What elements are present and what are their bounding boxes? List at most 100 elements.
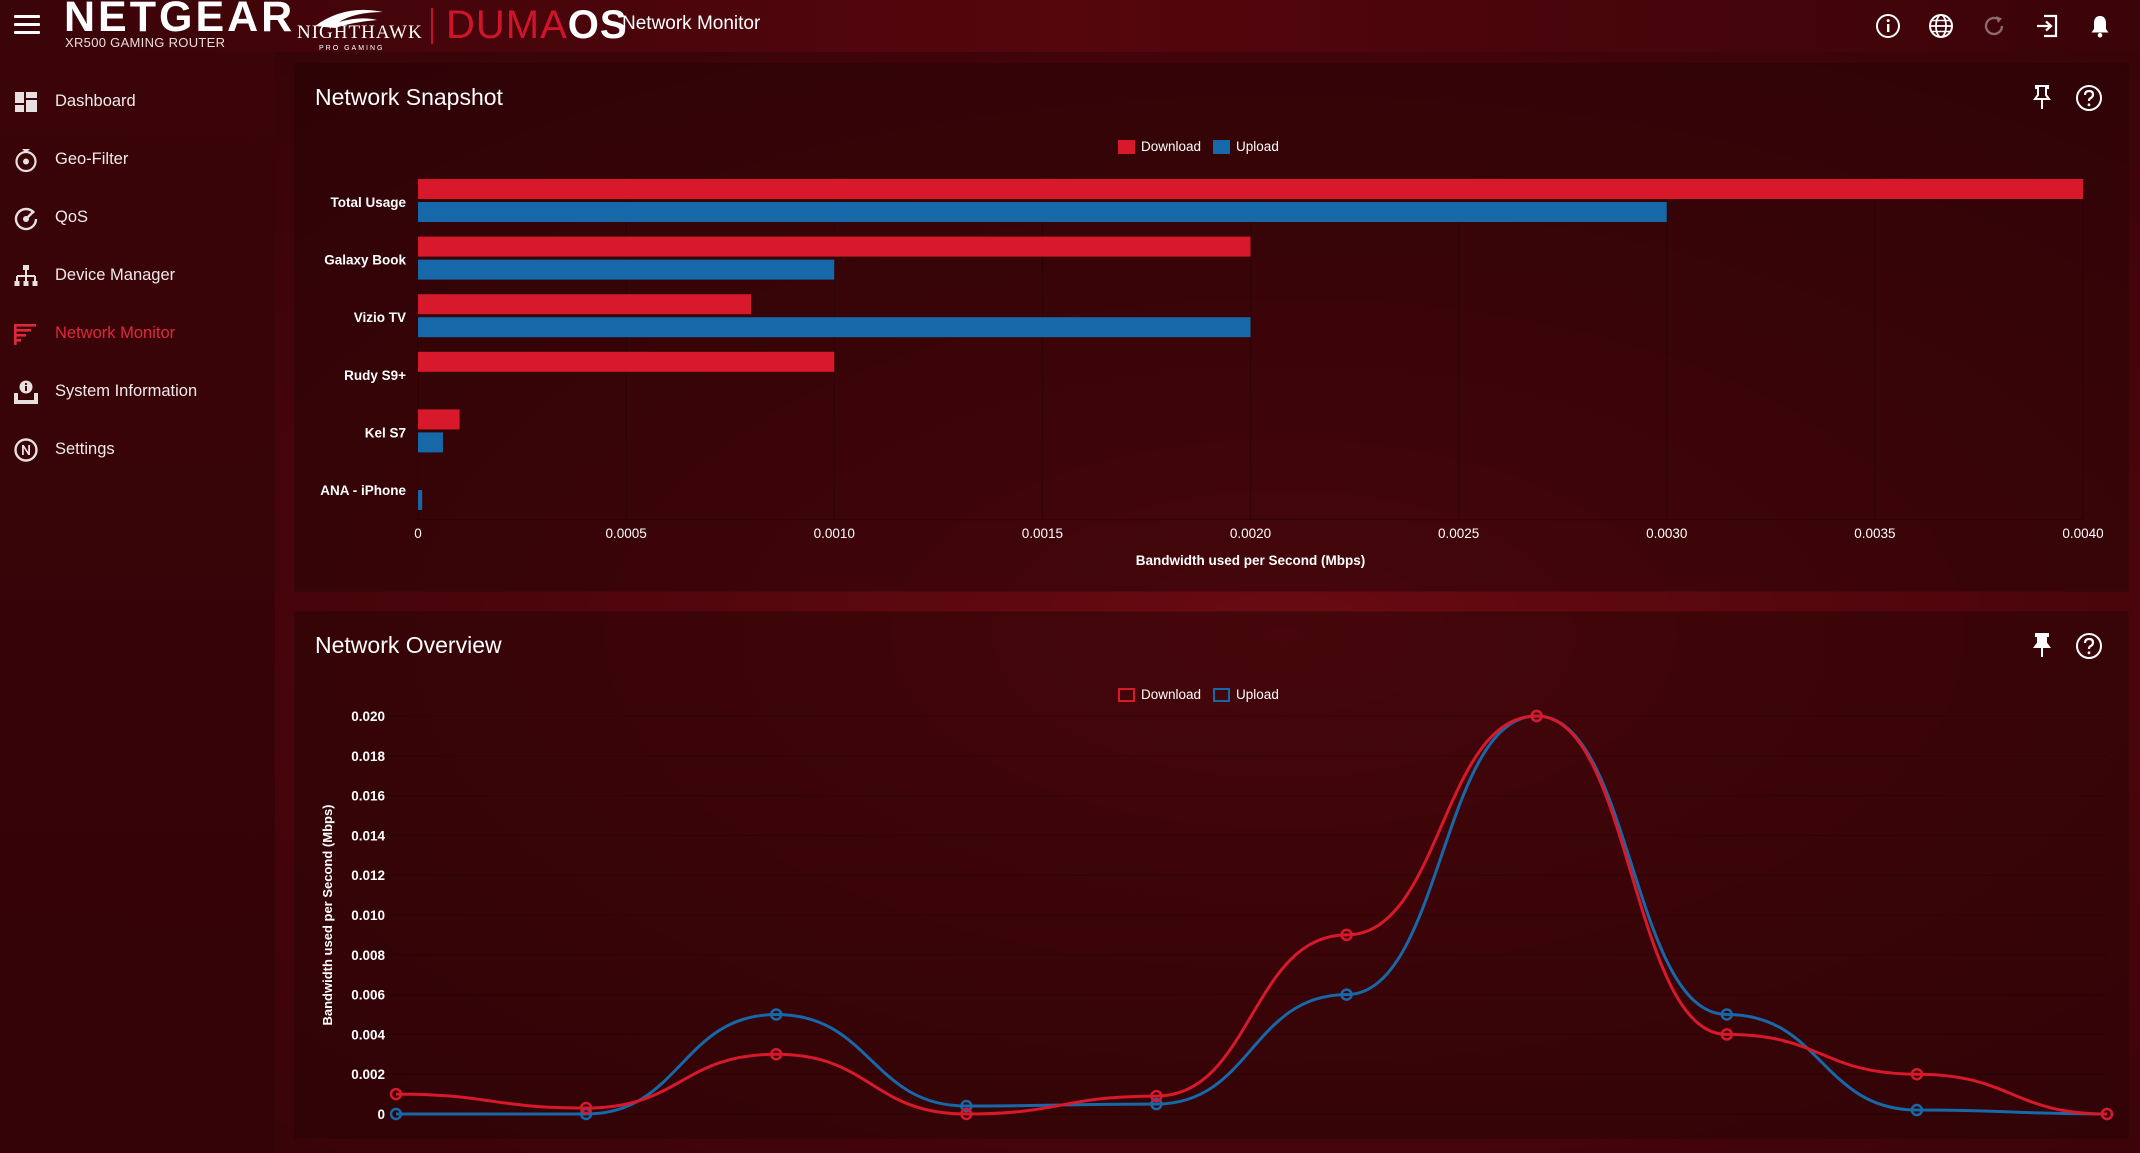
category-label: Vizio TV (354, 310, 406, 325)
data-point-download (579, 1101, 593, 1115)
x-tick-label: 0.0025 (1438, 526, 1479, 541)
data-point-upload (960, 1099, 973, 1113)
series-line-download (395, 714, 2108, 1116)
y-tick-label: 0.020 (351, 709, 385, 724)
pin-icon[interactable] (2031, 632, 2053, 658)
legend-label: Upload (1236, 139, 1279, 154)
sidebar-item-label: QoS (55, 207, 89, 226)
bar-upload (418, 317, 1251, 338)
sidebar-item-device-manager[interactable]: Device Manager (0, 251, 275, 299)
legend-label: Download (1141, 139, 1202, 154)
network-snapshot-panel: Network Snapshot Download Upload 0 0.0005… (295, 64, 2128, 591)
legend-item-download[interactable]: Download (1118, 139, 1201, 154)
series-line-upload (396, 714, 2108, 1116)
y-tick-label: 0.014 (351, 828, 385, 843)
sidebar-item-settings[interactable]: Settings (0, 425, 275, 473)
data-point-upload (1720, 1008, 1734, 1021)
nighthawk-logo: NIGHTHAWK (297, 22, 423, 43)
help-icon[interactable] (2075, 632, 2103, 660)
refresh-icon[interactable] (1979, 11, 2008, 40)
bar-upload (418, 259, 835, 280)
top-icons (1873, 11, 2114, 40)
sidebar-item-label: Dashboard (55, 91, 136, 110)
sidebar-item-network-monitor[interactable]: Network Monitor (0, 309, 275, 357)
x-tick-label: 0 (414, 526, 422, 541)
bar-download (418, 236, 1251, 257)
x-tick-label: 0.0040 (2062, 526, 2103, 541)
bar-upload (418, 432, 443, 453)
legend-item-upload[interactable]: Upload (1213, 139, 1279, 154)
settings-icon (14, 438, 38, 462)
legend-swatch-download (1118, 687, 1135, 702)
system-information-icon (14, 380, 38, 404)
chart-legend: Download Upload (1118, 139, 1279, 154)
data-point-upload (1340, 988, 1353, 1001)
data-point-download (1530, 709, 1543, 723)
legend-item-upload[interactable]: Upload (1213, 687, 1279, 702)
y-tick-label: 0 (377, 1107, 385, 1122)
legend-label: Download (1141, 687, 1202, 702)
sidebar-item-geo-filter[interactable]: Geo-Filter (0, 135, 275, 183)
logo-divider (431, 8, 433, 44)
brand-subtitle: XR500 GAMING ROUTER (65, 35, 226, 50)
bar-download (418, 179, 2083, 199)
legend-label: Upload (1236, 687, 1279, 702)
x-tick-label: 0.0005 (605, 526, 646, 541)
sidebar-item-dashboard[interactable]: Dashboard (0, 77, 275, 125)
data-point-upload (769, 1008, 783, 1021)
data-point-download (769, 1048, 783, 1061)
sidebar-item-qos[interactable]: QoS (0, 193, 275, 241)
panel-title: Network Snapshot (315, 84, 503, 110)
data-point-download (1340, 928, 1353, 942)
y-tick-label: 0.010 (351, 908, 385, 923)
help-icon[interactable] (2075, 84, 2103, 112)
info-icon[interactable] (1873, 11, 1902, 40)
data-point-download (1910, 1067, 1924, 1081)
data-point-upload (1910, 1103, 1924, 1117)
pin-icon[interactable] (2031, 84, 2053, 110)
y-axis-label: Bandwidth used per Second (Mbps) (320, 804, 335, 1025)
legend-swatch-upload (1213, 139, 1231, 154)
bell-icon[interactable] (2085, 11, 2114, 40)
nighthawk-subtitle: PRO GAMING (319, 45, 385, 52)
legend-item-download[interactable]: Download (1118, 687, 1201, 702)
bar-upload (418, 202, 1667, 222)
category-label: ANA - iPhone (320, 483, 406, 498)
network-monitor-icon (14, 324, 36, 345)
x-tick-label: 0.0030 (1646, 526, 1687, 541)
chart-legend: Download Upload (1118, 687, 1279, 702)
sidebar-item-label: System Information (55, 381, 198, 400)
panel-title: Network Overview (315, 632, 502, 658)
overview-chart: 0 0.002 0.004 0.006 0.008 0.010 0.012 0.014 0.01… (320, 709, 2114, 1122)
bar-download (418, 409, 460, 430)
y-tick-label: 0.006 (351, 988, 385, 1003)
top-bar: NETGEAR XR500 GAMING ROUTER NIGHTHAWK PR… (0, 0, 2140, 52)
sidebar-item-label: Network Monitor (55, 323, 176, 342)
geo-filter-icon (15, 149, 37, 173)
menu-icon[interactable] (14, 15, 40, 35)
x-axis-label: Bandwidth used per Second (Mbps) (1136, 553, 1366, 568)
data-point-download (1150, 1089, 1163, 1103)
legend-swatch-download (1118, 139, 1135, 154)
network-overview-panel: Network Overview Download Upload 0 0.002 0… (295, 612, 2128, 1138)
category-label: Total Usage (330, 195, 406, 210)
data-point-download (960, 1107, 973, 1121)
dumaos-logo-bold: OS (567, 3, 628, 47)
device-manager-icon (14, 265, 38, 286)
sidebar: Dashboard Geo-Filter QoS Device Manager … (0, 52, 275, 1153)
brand-logo: NETGEAR (64, 0, 296, 41)
logout-icon[interactable] (2032, 11, 2061, 40)
sidebar-item-label: Geo-Filter (55, 149, 129, 168)
dumaos-logo-thin: DUMA (446, 3, 568, 47)
sidebar-item-system-information[interactable]: System Information (0, 367, 275, 415)
bar-download (418, 351, 835, 372)
y-tick-label: 0.018 (351, 749, 385, 764)
data-point-download (389, 1087, 403, 1101)
globe-icon[interactable] (1926, 11, 1955, 40)
category-label: Kel S7 (365, 425, 406, 440)
dashboard-icon (15, 92, 37, 112)
sidebar-item-label: Device Manager (55, 265, 176, 284)
dumaos-logo: DUMAOS (446, 3, 628, 47)
bar-download (418, 294, 751, 315)
bar-upload (418, 490, 423, 510)
